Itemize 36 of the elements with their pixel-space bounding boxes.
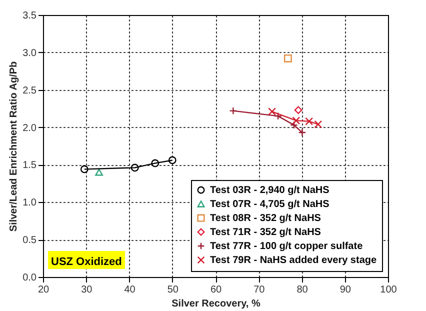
point [298,128,306,136]
x-tick-label: 50 [167,284,179,296]
y-axis-title: Silver/Lead Enrichment Ratio Ag/Pb [8,61,20,232]
point [95,168,104,176]
legend-label: Test 08R - 352 g/t NaHS [210,213,322,224]
point [305,117,314,126]
point [292,116,300,125]
x-tick-label: 60 [210,284,222,296]
y-tick-label: 1.0 [22,198,37,209]
y-tick-label: 3.0 [22,48,37,59]
point [314,120,322,128]
x-tick-label: 30 [81,284,93,296]
x-axis-title: Silver Recovery, % [172,298,260,310]
x-tick-label: 70 [254,284,266,296]
legend-label: Test 77R - 100 g/t copper sulfate [210,241,364,252]
point [229,106,238,115]
y-tick-label: 2.5 [22,85,37,96]
y-tick-label: 0.5 [22,235,37,246]
legend-label: Test 71R - 352 g/t NaHS [210,227,322,238]
legend-label: Test 03R - 2,940 g/t NaHS [210,185,330,196]
point [284,54,292,62]
legend-label: Test 79R - NaHS added every stage [210,255,377,266]
y-tick-label: 0.0 [22,272,37,284]
point [268,108,276,116]
y-tick-label: 3.5 [22,10,37,22]
x-tick-label: 20 [38,284,50,296]
x-tick-label: 90 [340,284,352,296]
x-tick-label: 80 [296,284,308,296]
legend-label: Test 07R - 4,705 g/t NaHS [210,199,330,210]
point [294,106,302,114]
point [290,121,298,129]
x-tick-label: 40 [124,284,136,296]
x-tick-label: 100 [380,284,398,296]
annotation: USZ Oxidized [51,256,122,268]
y-tick-label: 2.0 [22,122,37,134]
y-tick-label: 1.5 [22,160,37,172]
